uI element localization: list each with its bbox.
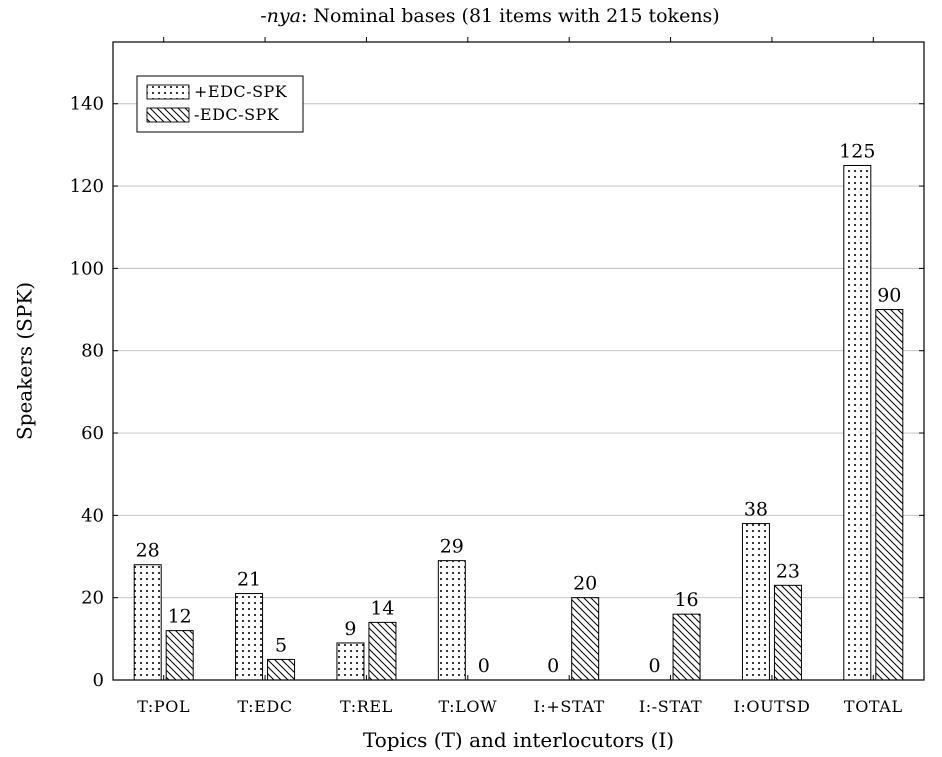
data-label: 16 — [674, 589, 698, 611]
data-label: 12 — [168, 606, 192, 628]
data-label: 14 — [370, 597, 394, 619]
data-label: 9 — [344, 618, 356, 640]
data-label: 21 — [237, 569, 261, 591]
bar-plus-edc-spk-t-pol — [133, 564, 162, 681]
bar-edc-spk-t-edc — [267, 658, 296, 681]
data-label: 5 — [275, 634, 287, 656]
y-tick-label: 120 — [70, 176, 104, 197]
y-tick-label: 100 — [70, 258, 104, 279]
x-tick-label-t-rel: T:REL — [340, 697, 393, 716]
data-label: 0 — [478, 655, 490, 677]
y-tick-label: 80 — [81, 341, 104, 362]
bar-plus-edc-spk-t-edc — [235, 593, 264, 681]
bar-plus-edc-spk-i-outsd — [741, 523, 770, 681]
y-tick-label: 0 — [93, 670, 104, 691]
data-label: 23 — [776, 560, 800, 582]
x-tick-label-t-pol: T:POL — [137, 697, 190, 716]
x-tick-label-i-outsd: I:OUTSD — [733, 697, 810, 716]
data-label: 0 — [547, 655, 559, 677]
legend: +EDC-SPK -EDC-SPK — [136, 75, 304, 133]
chart-title: -nya: Nominal bases (81 items with 215 t… — [260, 5, 719, 27]
bar-plus-edc-spk-total — [843, 164, 872, 681]
data-label: 20 — [573, 573, 597, 595]
data-label: 0 — [649, 655, 661, 677]
bar-edc-spk-i-stat — [672, 613, 701, 681]
x-tick-label-total: TOTAL — [844, 697, 903, 716]
x-tick-label-i-stat: I:-STAT — [639, 697, 702, 716]
bar-edc-spk-t-rel — [368, 621, 397, 681]
gridlines — [113, 103, 924, 599]
bar-edc-spk-i-outsd — [773, 584, 802, 681]
legend-label-edc-spk-minus: -EDC-SPK — [194, 105, 280, 124]
legend-swatch-edc-spk-plus — [146, 84, 190, 100]
bar-plus-edc-spk-t-rel — [336, 642, 365, 681]
y-tick-label: 40 — [81, 505, 104, 526]
y-axis-label: Speakers (SPK) — [13, 282, 37, 440]
y-tick-label: 140 — [70, 94, 104, 115]
x-axis-ticks: T:POL T:EDC T:REL T:LOW I:+STAT I:-STAT I:OUTS… — [137, 37, 903, 716]
bars — [133, 164, 904, 681]
data-label: 90 — [877, 285, 901, 307]
x-tick-label-t-low: T:LOW — [438, 697, 497, 716]
x-tick-label-i-plus-stat: I:+STAT — [533, 697, 604, 716]
data-label: 28 — [136, 540, 160, 562]
y-tick-label: 60 — [81, 423, 104, 444]
x-tick-label-t-edc: T:EDC — [237, 697, 292, 716]
x-axis-label: Topics (T) and interlocutors (I) — [363, 728, 674, 752]
data-labels: 28 12 21 5 9 14 29 0 0 20 0 16 38 23 125 90 — [136, 140, 902, 677]
data-label: 38 — [744, 499, 768, 521]
bar-edc-spk-total — [875, 309, 904, 681]
legend-label-edc-spk-plus: +EDC-SPK — [194, 82, 288, 101]
y-tick-label: 20 — [81, 588, 104, 609]
bar-edc-spk-i-plus-stat — [571, 597, 600, 681]
data-label: 29 — [440, 536, 464, 558]
plot-frame — [112, 41, 925, 681]
bar-edc-spk-t-pol — [165, 630, 194, 681]
legend-swatch-edc-spk-minus — [146, 107, 190, 123]
data-label: 125 — [839, 140, 875, 162]
bar-plus-edc-spk-t-low — [437, 560, 466, 681]
